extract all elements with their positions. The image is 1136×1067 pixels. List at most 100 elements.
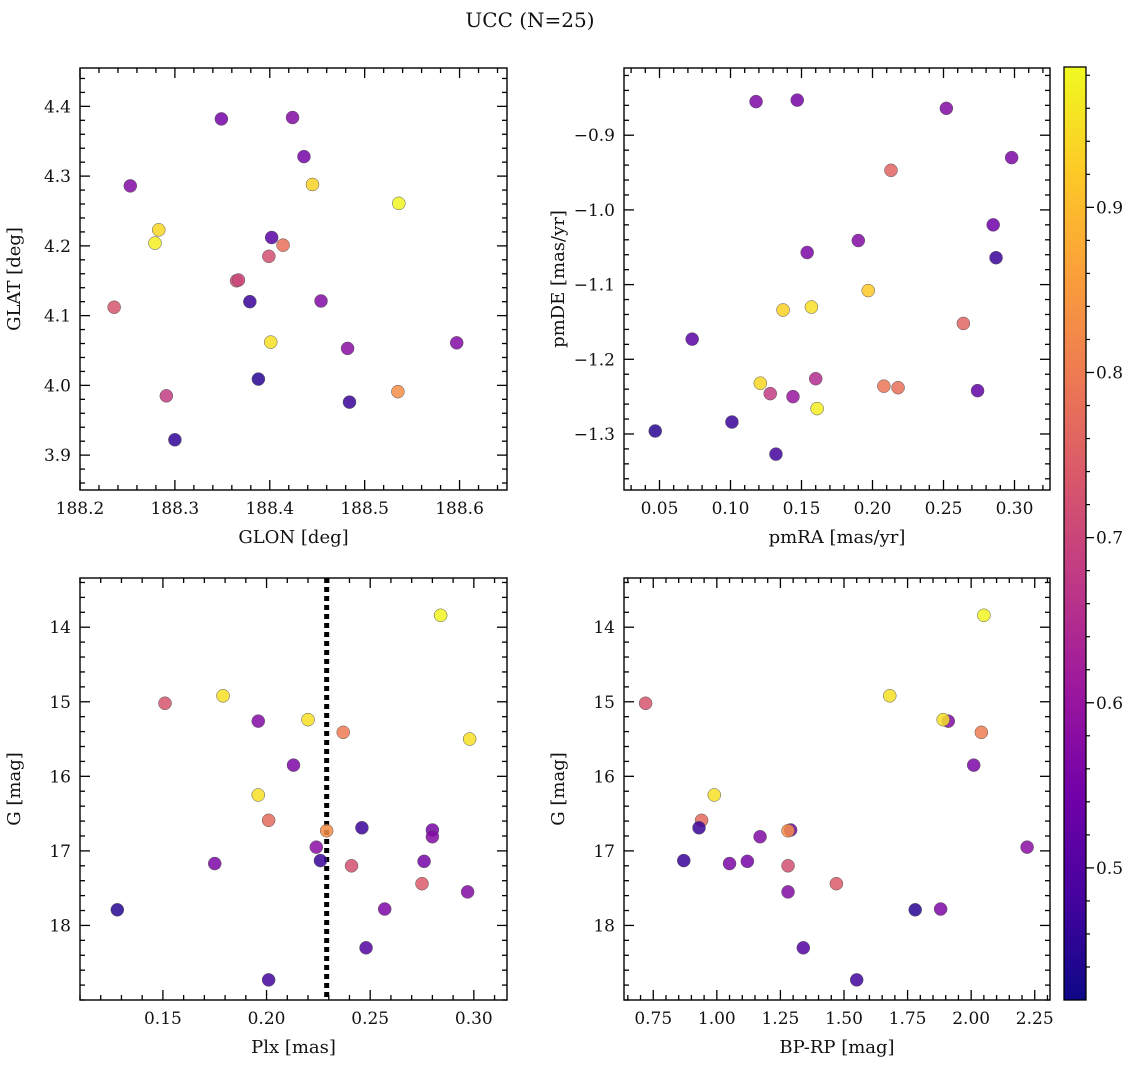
panel-2: 0.05 0.10 0.15 0.20 0.25 0.30 −1.3 −1.2 −1.1 −1.0… — [548, 67, 1051, 548]
y-tick-label: 4.1 — [44, 307, 71, 327]
data-point — [301, 712, 315, 727]
data-point — [966, 758, 981, 772]
x-tick-label: 188.5 — [340, 499, 389, 519]
y-tick-label: −1.1 — [574, 276, 615, 296]
x-tick-label: 0.75 — [634, 1009, 672, 1029]
data-point — [276, 238, 290, 252]
y-tick-label: −0.9 — [574, 126, 615, 146]
x-tick-label: 2.00 — [952, 1009, 990, 1029]
data-point — [313, 853, 328, 868]
x-tick-label: 0.05 — [641, 499, 679, 519]
y-axis-label: G [mag] — [4, 752, 25, 825]
panel-2-ticks — [624, 68, 1050, 490]
x-tick-label: 188.4 — [245, 499, 294, 519]
data-point — [336, 725, 350, 740]
y-axis-label: pmDE [mas/yr] — [548, 210, 569, 348]
x-tick-label: 0.20 — [854, 499, 892, 519]
x-tick-label: 0.15 — [783, 499, 821, 519]
x-axis-label: GLON [deg] — [238, 527, 348, 548]
data-point — [763, 386, 778, 401]
data-point — [123, 179, 138, 193]
x-tick-label: 1.25 — [761, 1009, 799, 1029]
data-point — [722, 856, 737, 871]
data-point — [861, 283, 875, 298]
data-point — [939, 101, 954, 116]
y-tick-label: 16 — [593, 767, 615, 787]
data-point — [796, 941, 811, 955]
data-point — [314, 294, 328, 308]
y-tick-label: 14 — [49, 618, 71, 638]
panels: 188.2 188.3 188.4 188.5 188.6 3.9 4.0 4.1 4.2 4.3… — [4, 67, 1054, 1058]
data-point — [707, 788, 722, 802]
panel-1: 188.2 188.3 188.4 188.5 188.6 3.9 4.0 4.1 4.2 4.3… — [4, 67, 508, 548]
x-tick-label: 188.2 — [56, 499, 105, 519]
data-point — [753, 829, 767, 844]
data-point — [1020, 840, 1034, 854]
y-tick-label: 4.2 — [44, 237, 71, 257]
panel-1-frame — [79, 67, 508, 491]
data-point — [449, 336, 464, 350]
data-point — [231, 273, 246, 287]
x-tick-label: 0.30 — [455, 1009, 493, 1029]
data-point — [159, 389, 174, 403]
data-point — [261, 973, 276, 987]
data-point — [725, 415, 739, 429]
x-axis-label: Plx [mas] — [251, 1037, 336, 1058]
panel-3-frame — [79, 577, 508, 1001]
y-axis-label: GLAT [deg] — [4, 227, 25, 331]
data-point — [148, 236, 162, 250]
panel-3: 0.15 0.20 0.25 0.30 14 15 16 17 18 Plx [mas] G [ma… — [4, 577, 508, 1058]
x-axis-label: BP-RP [mag] — [779, 1037, 894, 1058]
data-point — [970, 383, 985, 398]
data-point — [851, 233, 866, 248]
x-tick-label: 1.75 — [889, 1009, 927, 1029]
data-point — [263, 335, 278, 349]
data-point — [883, 689, 897, 703]
data-point — [677, 853, 691, 868]
data-point — [462, 732, 477, 746]
panel-2-points — [648, 93, 1019, 461]
colorbar-tick-label: 0.5 — [1096, 859, 1123, 879]
data-point — [319, 824, 334, 838]
y-tick-label: 14 — [593, 618, 615, 638]
data-point — [417, 854, 431, 869]
data-point — [107, 300, 121, 314]
data-point — [781, 859, 795, 873]
data-point — [262, 249, 276, 264]
data-point — [415, 876, 429, 891]
y-axis-label: G [mag] — [548, 752, 569, 825]
x-tick-label: 1.00 — [698, 1009, 736, 1029]
y-tick-label: 4.0 — [44, 376, 71, 396]
panel-3-points — [110, 608, 477, 987]
data-point — [152, 223, 166, 237]
x-tick-label: 0.30 — [996, 499, 1034, 519]
data-point — [933, 902, 948, 916]
y-tick-label: 4.4 — [44, 97, 71, 117]
data-point — [251, 372, 266, 386]
data-point — [977, 608, 991, 623]
y-tick-label: 18 — [593, 916, 615, 936]
panel-2-frame — [623, 67, 1051, 491]
y-tick-label: −1.2 — [574, 350, 615, 370]
data-point — [158, 696, 172, 711]
colorbar-tick-label: 0.6 — [1096, 694, 1123, 714]
data-point — [425, 829, 440, 844]
y-tick-label: −1.3 — [574, 425, 615, 445]
data-point — [207, 856, 222, 871]
colorbar-tick-label: 0.9 — [1096, 198, 1123, 218]
data-point — [749, 94, 763, 109]
y-tick-label: 18 — [49, 916, 71, 936]
x-tick-label: 2.25 — [1016, 1009, 1054, 1029]
data-point — [340, 341, 355, 356]
data-point — [251, 788, 266, 802]
data-point — [309, 840, 324, 854]
y-tick-label: 15 — [49, 693, 71, 713]
data-point — [261, 813, 276, 828]
x-tick-label: 188.3 — [151, 499, 200, 519]
data-point — [359, 941, 373, 955]
x-axis-label: pmRA [mas/yr] — [769, 527, 906, 548]
data-point — [216, 689, 230, 703]
data-point — [936, 712, 950, 727]
data-point — [297, 149, 311, 164]
x-tick-label: 0.15 — [144, 1009, 182, 1029]
